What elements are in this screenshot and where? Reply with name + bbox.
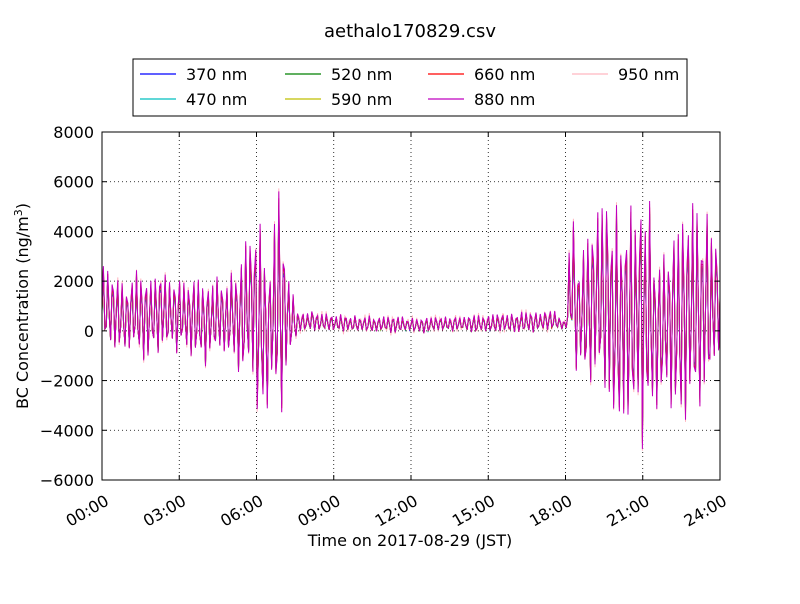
legend-label: 470 nm xyxy=(186,90,247,109)
y-tick-label: 0 xyxy=(84,322,94,341)
series-lines xyxy=(101,188,721,451)
y-tick-label: −6000 xyxy=(40,471,94,490)
legend-label: 950 nm xyxy=(618,65,679,84)
x-tick-label: 06:00 xyxy=(217,491,266,531)
legend-label: 880 nm xyxy=(474,90,535,109)
y-tick-label: 2000 xyxy=(53,272,94,291)
y-axis-label-end: ) xyxy=(13,203,32,209)
y-tick-label: −4000 xyxy=(40,421,94,440)
legend-label: 590 nm xyxy=(331,90,392,109)
series-line xyxy=(101,191,721,449)
y-axis-label-text: BC Concentration (ng/m xyxy=(13,216,32,409)
x-tick-label: 15:00 xyxy=(449,491,498,531)
legend-label: 520 nm xyxy=(331,65,392,84)
x-tick-label: 21:00 xyxy=(603,491,652,531)
x-tick-label: 03:00 xyxy=(140,491,189,531)
y-axis-label: BC Concentration (ng/m3) xyxy=(12,203,32,409)
x-tick-label: 18:00 xyxy=(526,491,575,531)
x-tick-label: 09:00 xyxy=(294,491,343,531)
legend-label: 370 nm xyxy=(186,65,247,84)
legend-frame xyxy=(132,58,688,117)
legend: 370 nm 470 nm 520 nm 590 nm 660 nm 880 nm 950 … xyxy=(132,58,688,117)
legend-label: 660 nm xyxy=(474,65,535,84)
y-tick-label: 8000 xyxy=(53,123,94,142)
x-tick-label: 24:00 xyxy=(681,491,730,531)
chart-title: aethalo170829.csv xyxy=(324,21,496,42)
x-axis-label: Time on 2017-08-29 (JST) xyxy=(307,531,512,550)
y-axis-label-sup: 3 xyxy=(12,209,25,216)
x-tick-label: 00:00 xyxy=(63,491,112,531)
y-tick-label: 6000 xyxy=(53,173,94,192)
y-tick-label: 4000 xyxy=(53,222,94,241)
x-tick-label: 12:00 xyxy=(372,491,421,531)
y-tick-label: −2000 xyxy=(40,372,94,391)
